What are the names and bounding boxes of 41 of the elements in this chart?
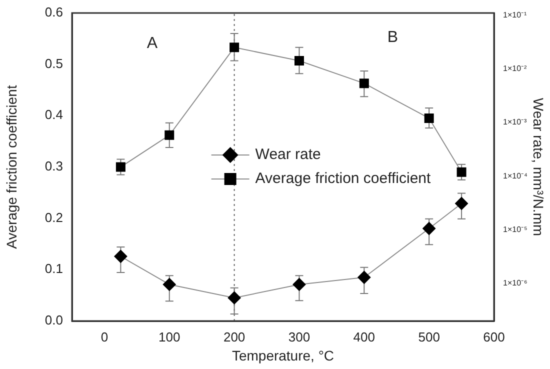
y2-tick-label: 1×10⁻² [503, 64, 528, 74]
x-tick-label: 200 [223, 329, 246, 344]
point [424, 113, 434, 123]
legend-label: Wear rate [255, 146, 321, 164]
x-tick-label: 0 [100, 329, 108, 344]
point [358, 270, 371, 284]
y2-tick-label: 1×10⁻⁴ [503, 171, 528, 180]
y-tick-label: 0.6 [44, 4, 63, 20]
y-axis-title: Average friction coefficient [3, 85, 20, 249]
point [422, 222, 436, 235]
annotation: A [146, 35, 158, 52]
x-tick-label: 300 [288, 329, 310, 344]
point [162, 278, 176, 291]
point [116, 162, 126, 172]
y2-tick-label: 1×10⁻⁵ [503, 225, 528, 234]
point [230, 42, 240, 52]
annotation: B [387, 29, 398, 46]
point [164, 130, 174, 140]
x-tick-label: 100 [158, 329, 180, 344]
point [294, 56, 304, 66]
x-tick-label: 400 [353, 329, 376, 344]
y2-tick-label: 1×10⁻¹ [503, 10, 528, 20]
y-tick-label: 0.2 [44, 210, 63, 225]
point [228, 291, 241, 304]
y-tick-label: 0.0 [44, 312, 63, 328]
y2-axis-title: Wear rate, mm³/N.mm [530, 98, 547, 236]
y2-tick-label: 1×10⁻³ [503, 118, 528, 127]
x-tick-label: 500 [418, 329, 440, 344]
point [359, 78, 369, 88]
y-tick-label: 0.4 [44, 107, 63, 122]
x-tick-label: 600 [483, 329, 505, 344]
y-tick-label: 0.1 [44, 261, 63, 276]
y-tick-label: 0.5 [44, 56, 63, 71]
y2-tick-label: 1×10⁻⁶ [503, 278, 528, 288]
point [114, 250, 128, 263]
point [456, 167, 466, 177]
y-tick-label: 0.3 [44, 158, 63, 174]
point [455, 196, 468, 210]
legend-label: Average friction coefficient [255, 170, 432, 188]
point [292, 278, 306, 291]
x-axis-title: Temperature, °C [232, 347, 334, 364]
